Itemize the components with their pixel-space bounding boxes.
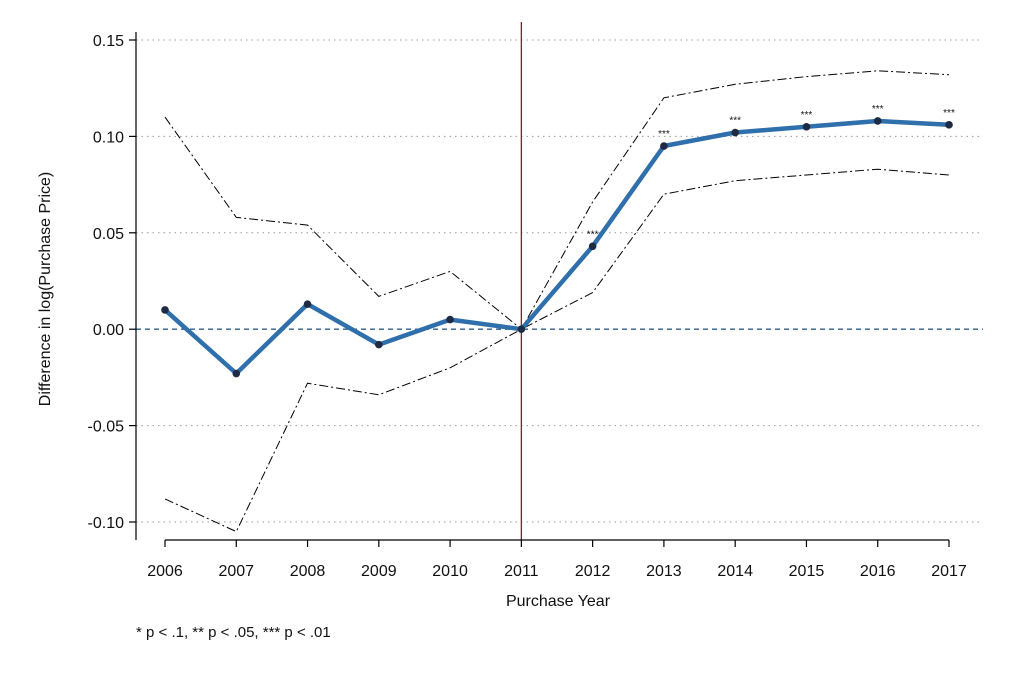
x-tick-label-0: 2006	[147, 563, 183, 580]
axes: -0.10 -0.05 0.00 0.05 0.10 0.15 2006 2007 2008 20…	[88, 32, 967, 580]
estimate-series	[161, 117, 953, 378]
significance-label-2015: ***	[801, 110, 813, 121]
x-tick-label-4: 2010	[432, 563, 468, 580]
y-tick-label-4: 0.10	[93, 129, 124, 146]
lower-ci-line	[164, 168, 950, 533]
confidence-bands	[164, 70, 950, 533]
estimate-point-2017	[945, 121, 953, 129]
significance-label-2017: ***	[943, 108, 955, 119]
significance-footnote: * p < .1, ** p < .05, *** p < .01	[136, 624, 331, 641]
significance-labels: *** *** *** *** *** ***	[587, 104, 955, 240]
x-tick-label-9: 2015	[789, 563, 825, 580]
estimate-point-2013	[660, 142, 668, 150]
gridlines	[136, 39, 983, 523]
estimate-point-2014	[731, 128, 739, 137]
estimate-point-2007	[232, 369, 241, 378]
x-tick-label-7: 2013	[646, 563, 682, 580]
y-tick-label-0: -0.10	[88, 515, 125, 532]
significance-label-2012: ***	[587, 229, 599, 240]
estimate-point-2010	[446, 315, 454, 324]
estimate-point-2006	[161, 306, 169, 314]
y-tick-label-2: 0.00	[93, 322, 124, 339]
x-axis-title: Purchase Year	[506, 593, 611, 610]
x-tick-label-6: 2012	[575, 563, 611, 580]
estimate-point-2008	[303, 300, 312, 308]
estimate-point-2015	[802, 122, 811, 131]
significance-label-2013: ***	[658, 129, 670, 140]
x-tick-label-1: 2007	[218, 563, 254, 580]
estimate-point-2012	[588, 242, 597, 251]
x-tick-label-8: 2014	[717, 563, 753, 580]
estimate-point-2016	[873, 117, 882, 125]
significance-label-2016: ***	[872, 104, 884, 115]
estimate-point-2009	[375, 340, 383, 349]
estimate-point-2011	[517, 325, 526, 334]
x-tick-label-5: 2011	[504, 563, 539, 580]
estimate-line	[162, 118, 952, 376]
x-tick-label-3: 2009	[361, 563, 397, 580]
x-tick-label-10: 2016	[860, 563, 896, 580]
y-tick-label-5: 0.15	[93, 33, 124, 50]
upper-ci-line	[164, 70, 950, 330]
reference-lines	[136, 22, 983, 540]
y-tick-label-1: -0.05	[88, 419, 125, 436]
significance-label-2014: ***	[729, 116, 741, 127]
x-tick-label-2: 2008	[290, 563, 326, 580]
y-tick-label-3: 0.05	[93, 226, 124, 243]
y-axis-title: Difference in log(Purchase Price)	[37, 172, 54, 406]
x-tick-label-11: 2017	[931, 563, 967, 580]
